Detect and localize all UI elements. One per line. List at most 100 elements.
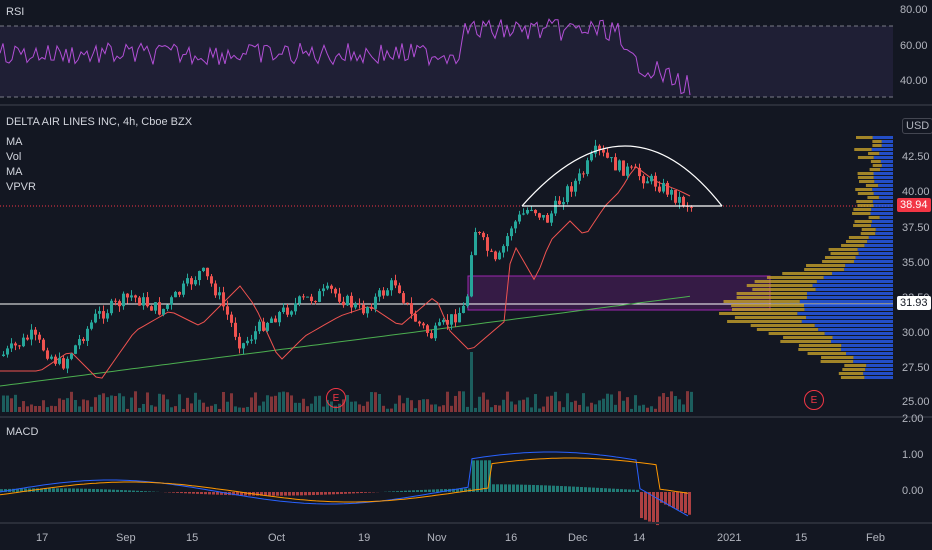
indicator-vpvr[interactable]: VPVR: [6, 181, 36, 193]
volume-bar: [134, 391, 137, 412]
macd-hist-bar: [408, 490, 411, 492]
macd-hist-bar: [332, 492, 335, 495]
vpvr-row-up: [803, 304, 893, 307]
vpvr-row-up: [873, 172, 893, 175]
rsi-pane: RSI 80.00 60.00 40.00: [0, 0, 932, 104]
volume-bar: [18, 406, 21, 412]
volume-bar: [390, 408, 393, 412]
volume-bar: [494, 404, 497, 412]
candle-body: [638, 167, 641, 177]
volume-bar: [642, 404, 645, 412]
volume-bar: [58, 398, 61, 412]
indicator-ma-2[interactable]: MA: [6, 166, 23, 178]
macd-hist-bar: [604, 488, 607, 492]
candle-body: [394, 280, 397, 286]
volume-bar: [418, 400, 421, 412]
candle-body: [402, 293, 405, 303]
volume-bar: [298, 402, 301, 412]
vpvr-row-up: [832, 336, 893, 339]
macd-hist-bar: [516, 484, 519, 492]
candle-body: [426, 325, 429, 333]
volume-bar: [66, 398, 69, 412]
vpvr-row-down: [780, 340, 832, 343]
symbol-title[interactable]: DELTA AIR LINES INC, 4h, Cboe BZX: [6, 116, 193, 128]
macd-hist-bar: [620, 489, 623, 492]
vpvr-row-down: [824, 256, 856, 259]
volume-bar: [690, 391, 693, 412]
volume-bar: [178, 394, 181, 412]
candle-body: [338, 293, 341, 302]
candle-body: [406, 302, 409, 304]
candle-body: [18, 345, 21, 347]
vpvr-row-up: [878, 184, 893, 187]
pane-separator[interactable]: [0, 104, 932, 106]
volume-bar: [630, 408, 633, 412]
volume-bar: [158, 393, 161, 412]
indicator-vol[interactable]: Vol: [6, 151, 22, 163]
volume-bar: [618, 391, 621, 412]
macd-hist-bar: [668, 492, 671, 507]
rsi-line: [0, 18, 691, 96]
volume-bar: [382, 405, 385, 412]
currency-label[interactable]: USD: [902, 118, 932, 134]
volume-bar: [42, 400, 45, 412]
volume-bar: [294, 402, 297, 412]
candle-body: [478, 232, 481, 234]
volume-bar: [122, 396, 125, 412]
candle-body: [274, 318, 277, 323]
volume-bar: [214, 404, 217, 412]
earnings-badge-icon[interactable]: E: [326, 388, 346, 408]
macd-hist-bar: [92, 488, 95, 492]
volume-bar: [270, 396, 273, 412]
candle-body: [198, 271, 201, 281]
macd-hist-bar: [148, 491, 151, 492]
candle-body: [674, 189, 677, 203]
candle-body: [150, 306, 153, 311]
candle-body: [490, 250, 493, 252]
volume-bar: [10, 398, 13, 412]
candle-body: [598, 145, 601, 150]
vpvr-row-down: [727, 320, 802, 323]
price-tick-37-50: 37.50: [902, 222, 930, 234]
rsi-tick-80: 80.00: [900, 4, 928, 16]
volume-bar: [438, 406, 441, 412]
volume-bar: [366, 401, 369, 412]
vpvr-row-down: [798, 348, 841, 351]
macd-hist-bar: [392, 491, 395, 492]
volume-bar: [442, 405, 445, 412]
candle-body: [614, 157, 617, 171]
volume-bar: [650, 406, 653, 412]
macd-hist-bar: [196, 492, 199, 494]
volume-bar: [654, 408, 657, 412]
candle-body: [250, 339, 253, 341]
volume-bar: [230, 393, 233, 412]
vpvr-row-up: [872, 200, 893, 203]
vpvr-row-down: [854, 148, 872, 151]
vpvr-row-up: [868, 236, 893, 239]
candle-body: [314, 301, 317, 303]
macd-tick-0: 0.00: [902, 485, 924, 497]
macd-hist-bar: [540, 485, 543, 492]
macd-hist-bar: [208, 492, 211, 495]
macd-hist-bar: [288, 492, 291, 496]
macd-hist-bar: [528, 484, 531, 492]
earnings-badge-icon[interactable]: E: [804, 390, 824, 410]
macd-hist-bar: [324, 492, 327, 495]
macd-hist-bar: [120, 490, 123, 492]
macd-hist-bar: [0, 489, 3, 492]
indicator-ma-1[interactable]: MA: [6, 136, 23, 148]
candle-body: [582, 173, 585, 175]
macd-hist-bar: [108, 489, 111, 492]
candle-body: [330, 285, 333, 289]
vpvr-row-down: [732, 308, 805, 311]
candle-body: [534, 209, 537, 214]
volume-bar: [338, 403, 341, 412]
volume-bar: [446, 391, 449, 412]
candle-body: [286, 307, 289, 315]
pane-separator[interactable]: [0, 416, 932, 418]
macd-hist-bar: [68, 488, 71, 492]
macd-hist-bar: [44, 488, 47, 492]
volume-bars: [2, 352, 693, 412]
macd-hist-bar: [200, 492, 203, 495]
vpvr-row-down: [734, 316, 807, 319]
